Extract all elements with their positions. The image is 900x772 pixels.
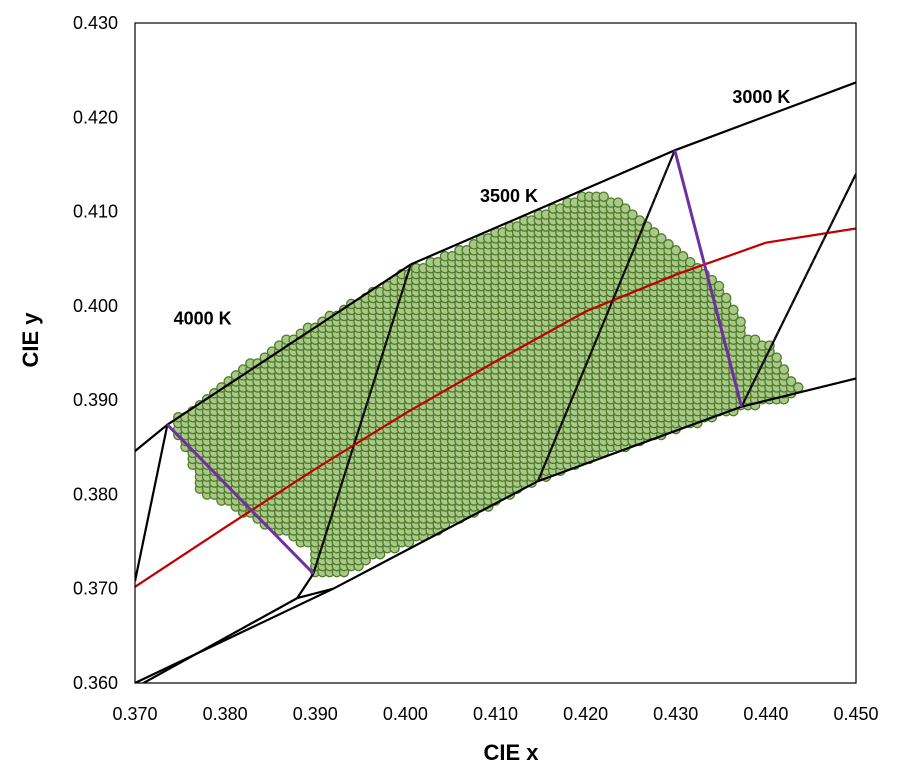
ansi-bin-line xyxy=(296,572,315,599)
x-tick-label: 0.400 xyxy=(383,704,428,724)
ansi-bin-line-overlay xyxy=(537,149,676,482)
ansi-bin-line xyxy=(166,263,412,426)
bin-lines xyxy=(135,81,856,683)
cct-label: 3500 K xyxy=(480,186,538,206)
measurement-marker xyxy=(598,191,609,202)
measurement-marker xyxy=(735,316,746,328)
ansi-bin-line xyxy=(135,423,169,452)
measurement-marker xyxy=(793,382,804,393)
y-tick-label: 0.400 xyxy=(73,296,118,316)
x-axis-title: CIE x xyxy=(483,740,539,765)
ansi-bin-line xyxy=(135,424,169,582)
measurement-marker xyxy=(627,209,638,220)
measurement-marker xyxy=(785,376,797,387)
measurement-marker xyxy=(728,304,739,316)
y-tick-label: 0.430 xyxy=(73,13,118,33)
measurement-marker xyxy=(612,197,624,208)
ansi-bin-line xyxy=(141,597,298,683)
measurement-marker xyxy=(634,215,645,226)
y-tick-label: 0.390 xyxy=(73,390,118,410)
y-tick-label: 0.360 xyxy=(73,673,118,693)
measurement-marker xyxy=(670,245,682,256)
y-tick-label: 0.380 xyxy=(73,484,118,504)
planckian-locus xyxy=(135,227,856,588)
x-tick-label: 0.410 xyxy=(473,704,518,724)
y-axis-ticks: 0.360 0.370 0.380 0.390 0.400 0.410 0.420 0.430 xyxy=(73,13,118,693)
y-tick-label: 0.370 xyxy=(73,579,118,599)
quadrangle-edge xyxy=(166,423,315,575)
plot-area-frame xyxy=(134,22,857,684)
x-tick-label: 0.380 xyxy=(203,704,248,724)
x-tick-label: 0.440 xyxy=(743,704,788,724)
measurement-marker xyxy=(677,251,689,262)
x-tick-label: 0.370 xyxy=(112,704,157,724)
x-tick-label: 0.430 xyxy=(653,704,698,724)
y-axis-title: CIE y xyxy=(18,312,43,368)
measurement-marker xyxy=(749,334,761,345)
x-tick-label: 0.390 xyxy=(293,704,338,724)
filled-region xyxy=(173,191,804,578)
ansi-bin-line-overlay xyxy=(740,173,856,408)
measurement-marker xyxy=(713,280,725,292)
y-tick-label: 0.410 xyxy=(73,202,118,222)
measurement-marker xyxy=(620,203,631,214)
x-axis-ticks: 0.370 0.380 0.390 0.400 0.410 0.420 0.430 0.440… xyxy=(112,704,878,724)
cct-label: 4000 K xyxy=(174,309,232,329)
cct-label: 3000 K xyxy=(732,87,790,107)
x-tick-label: 0.420 xyxy=(563,704,608,724)
measurement-marker xyxy=(656,233,667,244)
measurement-marker xyxy=(684,256,696,268)
y-tick-label: 0.420 xyxy=(73,107,118,127)
x-tick-label: 0.450 xyxy=(833,704,878,724)
measurement-marker xyxy=(648,227,660,238)
measurement-marker xyxy=(771,352,782,363)
measurement-marker xyxy=(720,292,732,304)
quadrangle-edge xyxy=(673,149,743,408)
measurement-marker xyxy=(663,239,674,250)
cct-labels: 4000 K 3500 K 3000 K xyxy=(174,87,791,329)
measurement-marker xyxy=(778,364,790,375)
ansi-bin-line-overlay xyxy=(312,264,412,574)
ansi-bin-line xyxy=(296,587,334,600)
